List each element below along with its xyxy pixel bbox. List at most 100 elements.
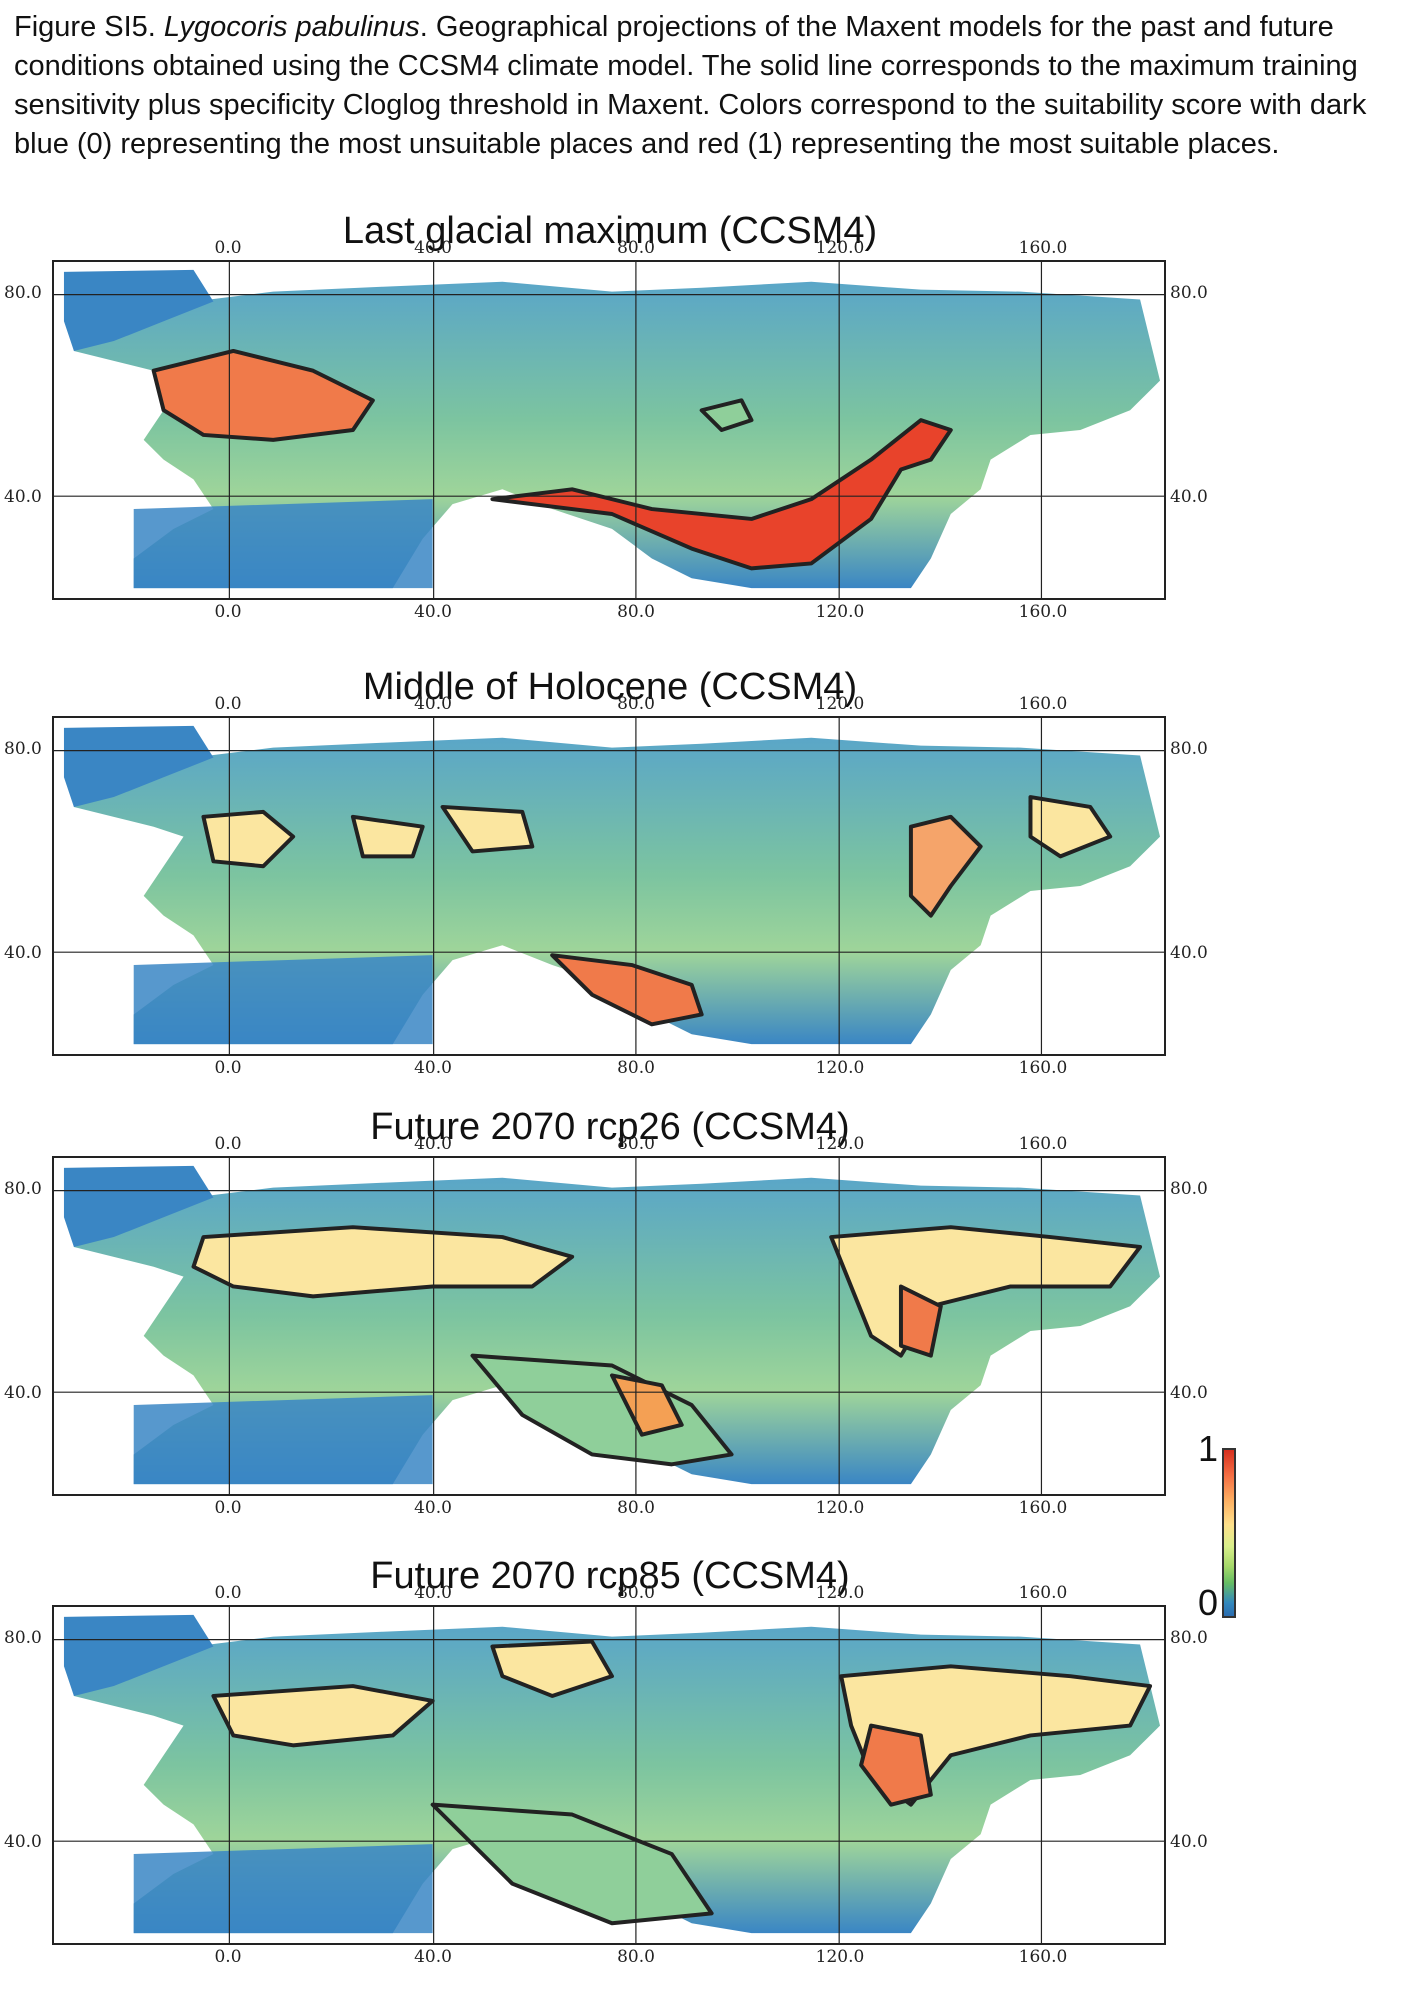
- lon-tick-label-top: 120.0: [815, 694, 865, 714]
- lon-tick-label-bottom: 120.0: [815, 1058, 865, 1078]
- lon-tick-label-top: 0.0: [214, 1134, 242, 1154]
- lon-tick-label-top: 0.0: [214, 1583, 242, 1603]
- land-area: [133, 955, 433, 1045]
- lon-tick-label-top: 40.0: [414, 1134, 452, 1154]
- colorbar-max-label: 1: [1198, 1428, 1219, 1469]
- map-frame: [52, 1605, 1166, 1945]
- threshold-contour-region: [1028, 795, 1113, 859]
- colorbar-min-label: 0: [1198, 1582, 1219, 1623]
- threshold-contour-region: [430, 1802, 714, 1926]
- lat-tick-label-right: 40.0: [1170, 487, 1208, 507]
- panel-title: Last glacial maximum (CCSM4): [342, 210, 878, 252]
- suitability-colorbar: [1222, 1448, 1236, 1618]
- lon-tick-label-bottom: 160.0: [1018, 602, 1068, 622]
- caption-text: . Geographical projections of the Maxent…: [14, 11, 1367, 160]
- panel-title: Middle of Holocene (CCSM4): [362, 666, 858, 708]
- lon-tick-label-bottom: 80.0: [617, 1947, 655, 1967]
- lon-tick-label-top: 40.0: [414, 1583, 452, 1603]
- lon-tick-label-bottom: 160.0: [1018, 1498, 1068, 1518]
- lon-tick-label-bottom: 40.0: [414, 602, 452, 622]
- lon-tick-label-top: 80.0: [617, 1583, 655, 1603]
- threshold-contour-region: [211, 1684, 435, 1748]
- threshold-contour-region: [490, 1639, 614, 1698]
- suitability-map: [54, 262, 1164, 598]
- lon-tick-label-bottom: 120.0: [815, 1498, 865, 1518]
- lon-tick-label-bottom: 0.0: [214, 1058, 242, 1078]
- lon-tick-label-bottom: 160.0: [1018, 1058, 1068, 1078]
- lon-tick-label-top: 160.0: [1018, 1134, 1068, 1154]
- lat-tick-label-right: 40.0: [1170, 943, 1208, 963]
- threshold-contour-region: [609, 1373, 684, 1437]
- lon-tick-label-bottom: 40.0: [414, 1058, 452, 1078]
- land-area: [133, 1844, 433, 1934]
- threshold-contour-region: [201, 809, 296, 869]
- land-area: [133, 499, 433, 589]
- lat-tick-label-left: 80.0: [4, 1179, 42, 1199]
- lat-tick-label-left: 40.0: [4, 487, 42, 507]
- threshold-contour-region: [550, 953, 704, 1027]
- lon-tick-label-top: 160.0: [1018, 1583, 1068, 1603]
- lon-tick-label-bottom: 0.0: [214, 1498, 242, 1518]
- panel-title: Future 2070 rcp26 (CCSM4): [370, 1106, 850, 1148]
- figure-caption: Figure SI5. Lygocoris pabulinus. Geograp…: [14, 8, 1394, 164]
- panel-title: Future 2070 rcp85 (CCSM4): [370, 1555, 850, 1597]
- land-area: [63, 725, 214, 807]
- threshold-contour-region: [470, 1353, 734, 1467]
- land-area: [63, 1165, 214, 1247]
- lon-tick-label-top: 40.0: [414, 238, 452, 258]
- lon-tick-label-bottom: 80.0: [617, 602, 655, 622]
- lon-tick-label-bottom: 80.0: [617, 1058, 655, 1078]
- threshold-contour-region: [490, 418, 953, 571]
- lon-tick-label-bottom: 40.0: [414, 1947, 452, 1967]
- lat-tick-label-right: 40.0: [1170, 1383, 1208, 1403]
- land-area: [63, 1614, 214, 1696]
- threshold-contour-region: [859, 1723, 933, 1807]
- lon-tick-label-top: 0.0: [214, 238, 242, 258]
- suitability-map: [54, 1607, 1164, 1943]
- threshold-contour-region: [699, 398, 754, 432]
- lon-tick-label-top: 80.0: [617, 694, 655, 714]
- lat-tick-label-right: 80.0: [1170, 1628, 1208, 1648]
- threshold-contour-region: [898, 1284, 943, 1358]
- suitability-map: [54, 1158, 1164, 1494]
- lon-tick-label-top: 160.0: [1018, 694, 1068, 714]
- lat-tick-label-left: 40.0: [4, 943, 42, 963]
- suitability-map: [54, 718, 1164, 1054]
- threshold-contour-region: [350, 814, 425, 859]
- caption-prefix: Figure SI5.: [14, 11, 164, 43]
- lon-tick-label-top: 80.0: [617, 238, 655, 258]
- land-area: [63, 269, 214, 351]
- lon-tick-label-top: 40.0: [414, 694, 452, 714]
- caption-species: Lygocoris pabulinus: [163, 11, 420, 43]
- lat-tick-label-right: 40.0: [1170, 1832, 1208, 1852]
- lat-tick-label-left: 80.0: [4, 1628, 42, 1648]
- land-area: [133, 1395, 433, 1485]
- lon-tick-label-bottom: 80.0: [617, 1498, 655, 1518]
- lat-tick-label-right: 80.0: [1170, 739, 1208, 759]
- threshold-contour-region: [191, 1225, 575, 1299]
- lat-tick-label-left: 40.0: [4, 1383, 42, 1403]
- lat-tick-label-right: 80.0: [1170, 1179, 1208, 1199]
- lon-tick-label-bottom: 160.0: [1018, 1947, 1068, 1967]
- lon-tick-label-bottom: 0.0: [214, 1947, 242, 1967]
- threshold-contour-region: [151, 348, 375, 442]
- lon-tick-label-top: 120.0: [815, 238, 865, 258]
- threshold-contour-region: [440, 804, 535, 854]
- lat-tick-label-left: 80.0: [4, 739, 42, 759]
- map-frame: [52, 260, 1166, 600]
- map-frame: [52, 1156, 1166, 1496]
- lat-tick-label-left: 80.0: [4, 283, 42, 303]
- lat-tick-label-left: 40.0: [4, 1832, 42, 1852]
- lon-tick-label-bottom: 0.0: [214, 602, 242, 622]
- map-frame: [52, 716, 1166, 1056]
- lon-tick-label-top: 120.0: [815, 1583, 865, 1603]
- lon-tick-label-top: 120.0: [815, 1134, 865, 1154]
- lat-tick-label-right: 80.0: [1170, 283, 1208, 303]
- lon-tick-label-top: 0.0: [214, 694, 242, 714]
- lon-tick-label-bottom: 120.0: [815, 602, 865, 622]
- lon-tick-label-bottom: 120.0: [815, 1947, 865, 1967]
- lon-tick-label-top: 160.0: [1018, 238, 1068, 258]
- lon-tick-label-top: 80.0: [617, 1134, 655, 1154]
- lon-tick-label-bottom: 40.0: [414, 1498, 452, 1518]
- threshold-contour-region: [908, 814, 983, 918]
